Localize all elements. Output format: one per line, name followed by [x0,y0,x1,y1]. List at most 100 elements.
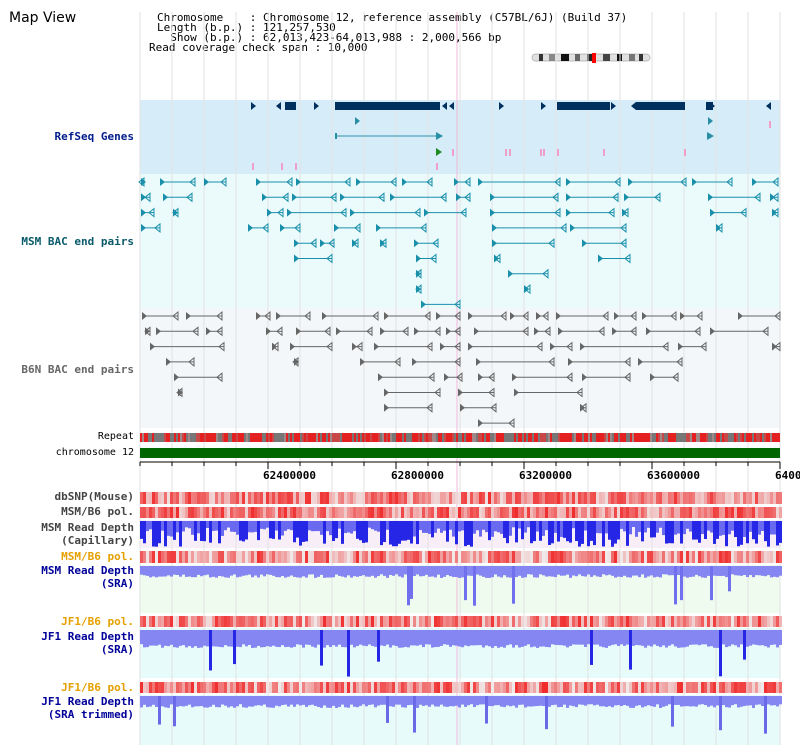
jf1-depth-trim-bar [398,696,401,705]
track-label-dbsnp[interactable]: dbSNP(Mouse) [54,490,134,503]
msm-depth-sra-bar [431,566,434,577]
msm-b6-pol-cell [671,507,674,518]
b6n-bac-pair-end [428,372,435,383]
msm-b6-pol-cell [467,507,470,518]
b6n-bac-pair-end [188,356,195,367]
msm-b6-pol-cell [239,507,242,518]
track-label-msm-bac[interactable]: MSM BAC end pairs [21,235,134,248]
repeat-element [192,433,194,442]
msm-bac-pair-end [334,223,339,232]
msm-b6-pol-cell [380,507,383,518]
dbsnp-cell [665,492,668,504]
track-label-jf1-depth-sra[interactable]: JF1 Read Depth [41,630,134,643]
gene-arrow [251,102,256,110]
b6n-bac-pair-end [172,310,179,322]
track-label-refseq[interactable]: RefSeq Genes [54,130,134,143]
jf1-depth-sra-bar [761,630,764,646]
jf1-depth-trim-bar [611,696,614,708]
jf1-depth-sra-bar [344,630,347,648]
jf1-b6-pol-cell [593,682,596,693]
dbsnp-cell [434,492,437,504]
msm-b6-pol-cell [575,507,578,518]
dbsnp-cell [254,492,257,504]
b6n-bac-pair-end [424,310,431,322]
dbsnp-cell [677,492,680,504]
jf1-b6-pol-cell [581,616,584,627]
msm-depth-sra-bar [263,566,266,577]
jf1-depth-trim-bar [284,696,287,705]
repeat-element [270,433,272,442]
jf1-depth-trim-bar [770,696,773,706]
track-label-b6n-bac[interactable]: B6N BAC end pairs [21,363,134,376]
msm-depth-sra-bar [497,566,500,577]
jf1-b6-pol-cell [590,682,593,693]
msm-b6-pol-cell [365,507,368,518]
track-label-chromosome[interactable]: chromosome 12 [55,447,134,458]
repeat-element [702,433,704,442]
dbsnp-cell [227,492,230,504]
dbsnp-cell [170,492,173,504]
jf1-depth-trim-bar [470,696,473,705]
jf1-b6-pol-cell [395,682,398,693]
b6n-bac-pair-end [142,312,147,320]
b6n-bac-pair-end [272,341,279,352]
msm-b6-pol-cell [446,507,449,518]
jf1-b6-pol-cell [290,616,293,627]
msm-b6-pol-cell [506,551,509,563]
msm-b6-pol-cell [776,507,779,518]
jf1-b6-pol-cell [626,682,629,693]
jf1-b6-pol-cell [353,682,356,693]
b6n-bac-pair-end [446,327,451,336]
track-label-msm-b6-pol-1[interactable]: MSM/B6 pol. [61,505,134,518]
jf1-b6-pol-cell [413,682,416,693]
jf1-b6-pol-cell [413,616,416,627]
jf1-b6-pol-cell [512,616,515,627]
msm-b6-pol-cell [230,551,233,563]
jf1-depth-trim-bar [473,696,476,708]
track-label-jf1-b6-pol-2[interactable]: JF1/B6 pol. [61,681,134,694]
jf1-depth-trim-bar [683,696,686,707]
msm-b6-pol-cell [332,507,335,518]
msm-b6-pol-cell [644,551,647,563]
track-label-msm-depth-sra[interactable]: MSM Read Depth [41,564,134,577]
jf1-depth-sra-bar [737,630,740,648]
msm-depth-sra-bar [206,566,209,575]
repeat-element [356,433,358,442]
msm-bac-pair-end [456,193,461,202]
jf1-b6-pol-cell [758,682,761,693]
repeat-element [238,433,240,442]
repeat-element [458,433,460,442]
msm-b6-pol-cell [416,551,419,563]
axis-tick-label: 63600000 [647,469,700,482]
track-label-msm-b6-pol-2[interactable]: MSM/B6 pol. [61,550,134,563]
msm-b6-pol-cell [437,507,440,518]
dbsnp-cell [614,492,617,504]
track-label-jf1-b6-pol-1[interactable]: JF1/B6 pol. [61,615,134,628]
jf1-depth-trim-bar [272,696,275,708]
track-label-repeat[interactable]: Repeat [97,431,134,442]
track-label-jf1-depth-trim[interactable]: JF1 Read Depth [41,695,134,708]
jf1-b6-pol-cell [212,616,215,627]
msm-b6-pol-cell [308,551,311,563]
jf1-b6-pol-cell [686,682,689,693]
msm-b6-pol-cell [254,551,257,563]
b6n-bac-pair-end [680,312,685,320]
msm-depth-cap-bar [668,521,671,544]
track-label-msm-depth-cap[interactable]: MSM Read Depth [41,521,134,534]
repeat-element [260,433,262,442]
msm-bac-pair-end [426,176,433,188]
jf1-depth-sra-bar [743,630,746,660]
repeat-element [222,433,224,442]
jf1-b6-pol-cell [695,682,698,693]
jf1-b6-pol-cell [377,616,380,627]
repeat-element [412,433,414,442]
dbsnp-cell [428,492,431,504]
jf1-depth-trim-bar [386,696,389,723]
dbsnp-cell [320,492,323,504]
jf1-b6-pol-cell [770,682,773,693]
msm-bac-pair-end [416,285,421,294]
msm-depth-sra-bar [773,566,776,577]
msm-bac-pair-end [267,208,272,217]
msm-depth-cap-bar [512,521,515,528]
